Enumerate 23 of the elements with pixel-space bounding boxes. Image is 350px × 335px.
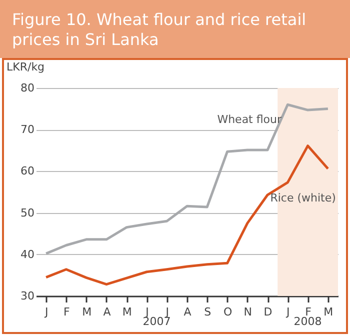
x-tick-label: M: [82, 306, 92, 318]
y-axis-title: LKR/kg: [6, 60, 45, 74]
series-label: Wheat flour: [217, 112, 282, 126]
x-tick-label: M: [122, 306, 132, 318]
x-tick-label: A: [103, 306, 112, 318]
y-tick-label: 70: [20, 123, 34, 136]
y-tick-label: 40: [20, 248, 34, 261]
x-tick-label: J: [44, 306, 48, 318]
y-tick-label: 80: [20, 82, 34, 94]
x-tick-label: O: [223, 306, 232, 318]
y-tick-label: 60: [20, 164, 34, 178]
x-tick-label: M: [324, 306, 334, 318]
x-tick-label: N: [244, 306, 252, 318]
x-tick-label: J: [286, 306, 290, 318]
x-tick-label: D: [264, 306, 272, 318]
y-tick-label: 50: [20, 206, 34, 220]
text: 2007: [142, 315, 171, 328]
series-label: Rice (white): [270, 192, 336, 205]
x-tick-label: S: [204, 306, 212, 318]
x-tick-label: F: [64, 306, 70, 318]
chart-title: Figure 10. Wheat flour and rice retail prices in Sri Lanka: [0, 0, 350, 58]
x-tick-label: A: [184, 306, 192, 318]
y-tick-label: 30: [20, 290, 34, 302]
